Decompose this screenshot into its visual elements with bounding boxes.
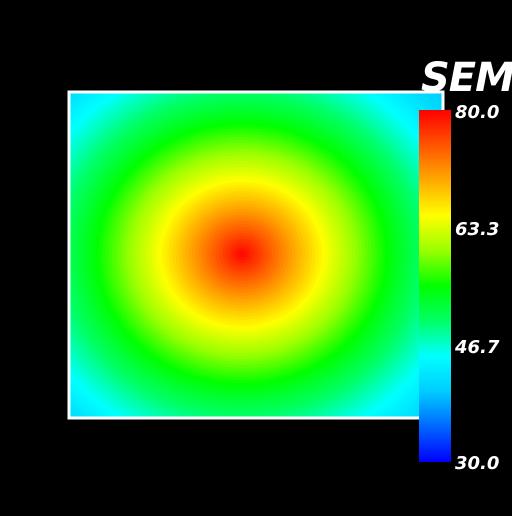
colorbar-tick-label: 63.3 bbox=[455, 219, 500, 240]
colorbar-tick-label: 30.0 bbox=[455, 453, 500, 474]
colorbar-title: SEM bbox=[421, 55, 512, 101]
colorbar-tick-label: 80.0 bbox=[455, 102, 500, 123]
heatmap-contour-band bbox=[238, 251, 246, 257]
colorbar bbox=[419, 110, 451, 462]
colorbar-tick-label: 46.7 bbox=[455, 337, 500, 358]
